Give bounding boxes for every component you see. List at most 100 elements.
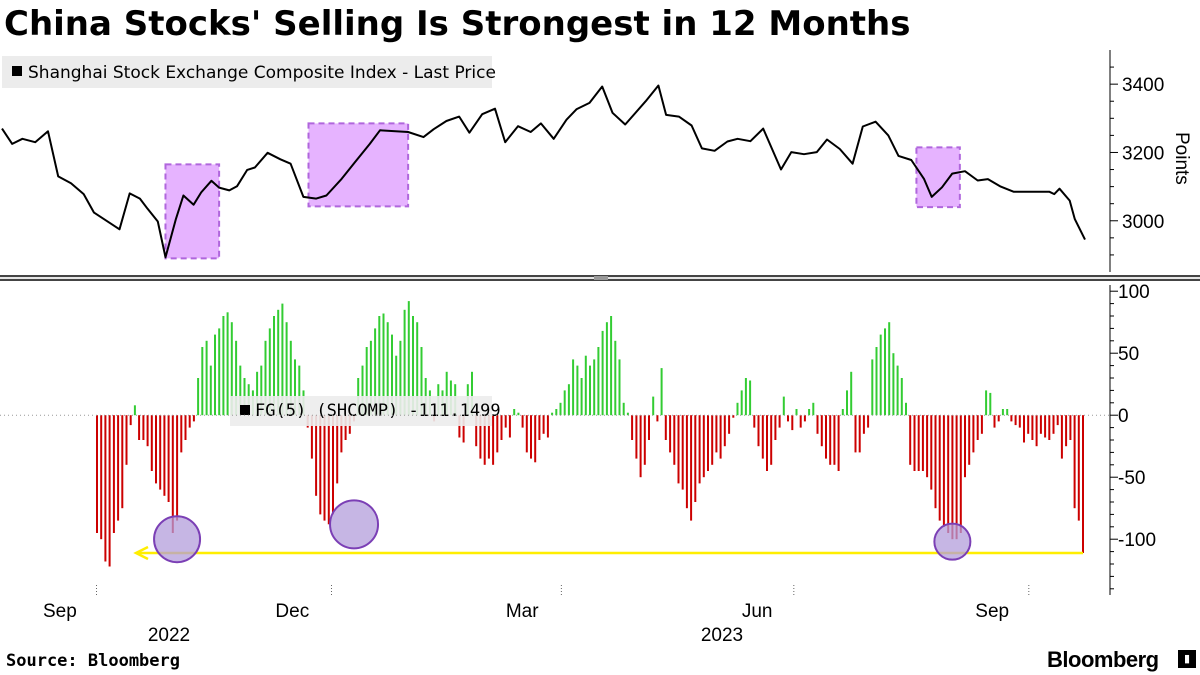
- fg-bar: [365, 347, 368, 416]
- fg-bar: [580, 378, 583, 416]
- fg-bar: [483, 415, 486, 465]
- fg-bar: [475, 415, 478, 447]
- fg-bar: [871, 359, 874, 416]
- fg-bar: [1048, 415, 1051, 440]
- fg-bar: [610, 316, 613, 416]
- fg-bar: [778, 415, 781, 428]
- fg-bar: [803, 415, 806, 422]
- fg-panel: FG(5) (SHCOMP) -111.1499 -100 -50 0 50 100: [0, 282, 1156, 595]
- fg-bar: [985, 390, 988, 416]
- fg-bar: [555, 409, 558, 416]
- fg-bar: [197, 378, 200, 416]
- fg-bar: [112, 415, 115, 533]
- fg-bar: [749, 380, 752, 416]
- fg-bar: [597, 347, 600, 416]
- fg-bar: [702, 415, 705, 478]
- fg-legend-label: FG(5) (SHCOMP) -111.1499: [255, 401, 501, 421]
- fg-bar: [854, 415, 857, 453]
- fg-bar: [420, 347, 423, 416]
- fg-bar: [108, 415, 111, 567]
- fg-bar: [825, 415, 827, 459]
- fg-bar: [896, 365, 899, 416]
- fg-bar: [264, 340, 267, 416]
- fg-bar: [631, 415, 634, 440]
- fg-bar: [698, 415, 701, 484]
- fg-bar: [117, 415, 120, 521]
- fg-bar: [846, 390, 848, 416]
- fg-bar: [980, 415, 983, 434]
- fg-bar: [171, 415, 174, 533]
- fg-bar: [1039, 415, 1042, 434]
- fg-bar: [964, 415, 966, 478]
- highlight-box-2: [307, 122, 410, 208]
- fg-bar: [782, 396, 785, 416]
- fg-bar: [176, 415, 179, 521]
- fg-bar: [723, 415, 726, 447]
- fg-bar: [1044, 415, 1047, 438]
- fg-bar: [917, 415, 920, 471]
- fg-bar: [618, 359, 621, 416]
- fg-bar: [795, 409, 798, 416]
- fg-bar: [732, 415, 735, 418]
- fg-bar: [921, 415, 924, 471]
- fg-bar: [626, 412, 629, 416]
- fg-bar: [192, 415, 195, 422]
- fg-bar: [226, 312, 229, 416]
- fg-bar: [256, 371, 259, 416]
- fg-bar: [538, 415, 541, 440]
- fg-tick-label: 50: [1118, 344, 1139, 365]
- fg-bar: [340, 415, 343, 453]
- fg-bar: [997, 415, 1000, 422]
- fg-bar: [294, 359, 296, 416]
- fg-bar: [517, 412, 520, 416]
- price-legend-box: [2, 56, 492, 88]
- fg-bar: [214, 334, 216, 416]
- fg-bar: [572, 359, 575, 416]
- fg-bar: [660, 368, 663, 416]
- fg-bar: [310, 415, 313, 459]
- fg-bar: [445, 371, 448, 416]
- fg-bar: [1056, 415, 1059, 426]
- source-label: Source: Bloomberg: [6, 651, 180, 671]
- fg-bar: [1060, 415, 1063, 459]
- fg-bar: [972, 415, 975, 453]
- fg-bar: [875, 347, 878, 416]
- fg-bar: [167, 415, 170, 502]
- fg-bar: [129, 415, 132, 426]
- fg-bar: [673, 415, 676, 465]
- fg-bar: [277, 309, 280, 416]
- fg-bar: [230, 322, 233, 416]
- fg-bar: [525, 415, 528, 453]
- x-month-label: Jun: [742, 601, 773, 622]
- x-axis: Sep Dec Mar Jun Sep 2022 2023: [43, 585, 1030, 646]
- fg-bar: [770, 415, 773, 465]
- fg-bar: [1023, 415, 1025, 443]
- fg-bar: [605, 322, 608, 416]
- fg-bar: [905, 402, 907, 416]
- fg-bar: [622, 402, 625, 416]
- fg-bar: [829, 415, 832, 465]
- fg-bar: [1018, 415, 1021, 428]
- fg-bar: [1001, 409, 1004, 416]
- panel-divider[interactable]: [0, 275, 1200, 281]
- fg-bar: [184, 415, 187, 440]
- price-legend-swatch: [12, 66, 22, 76]
- x-month-label: Mar: [506, 601, 539, 622]
- fg-bar: [273, 316, 275, 416]
- bloomberg-logo: Bloomberg: [1047, 647, 1159, 672]
- fg-bar: [816, 415, 819, 434]
- fg-bar: [508, 415, 511, 438]
- fg-bar: [209, 365, 212, 416]
- fg-bar: [694, 415, 697, 502]
- fg-bar: [386, 322, 389, 416]
- fg-bar: [344, 415, 347, 440]
- fg-bar: [576, 365, 579, 416]
- fg-bar: [808, 409, 811, 416]
- fg-bar: [222, 316, 225, 416]
- fg-bar: [218, 328, 221, 416]
- fg-bar: [993, 415, 996, 428]
- fg-bar: [412, 316, 414, 416]
- fg-bar: [669, 415, 672, 453]
- fg-bar: [496, 415, 499, 453]
- fg-bar: [656, 415, 659, 422]
